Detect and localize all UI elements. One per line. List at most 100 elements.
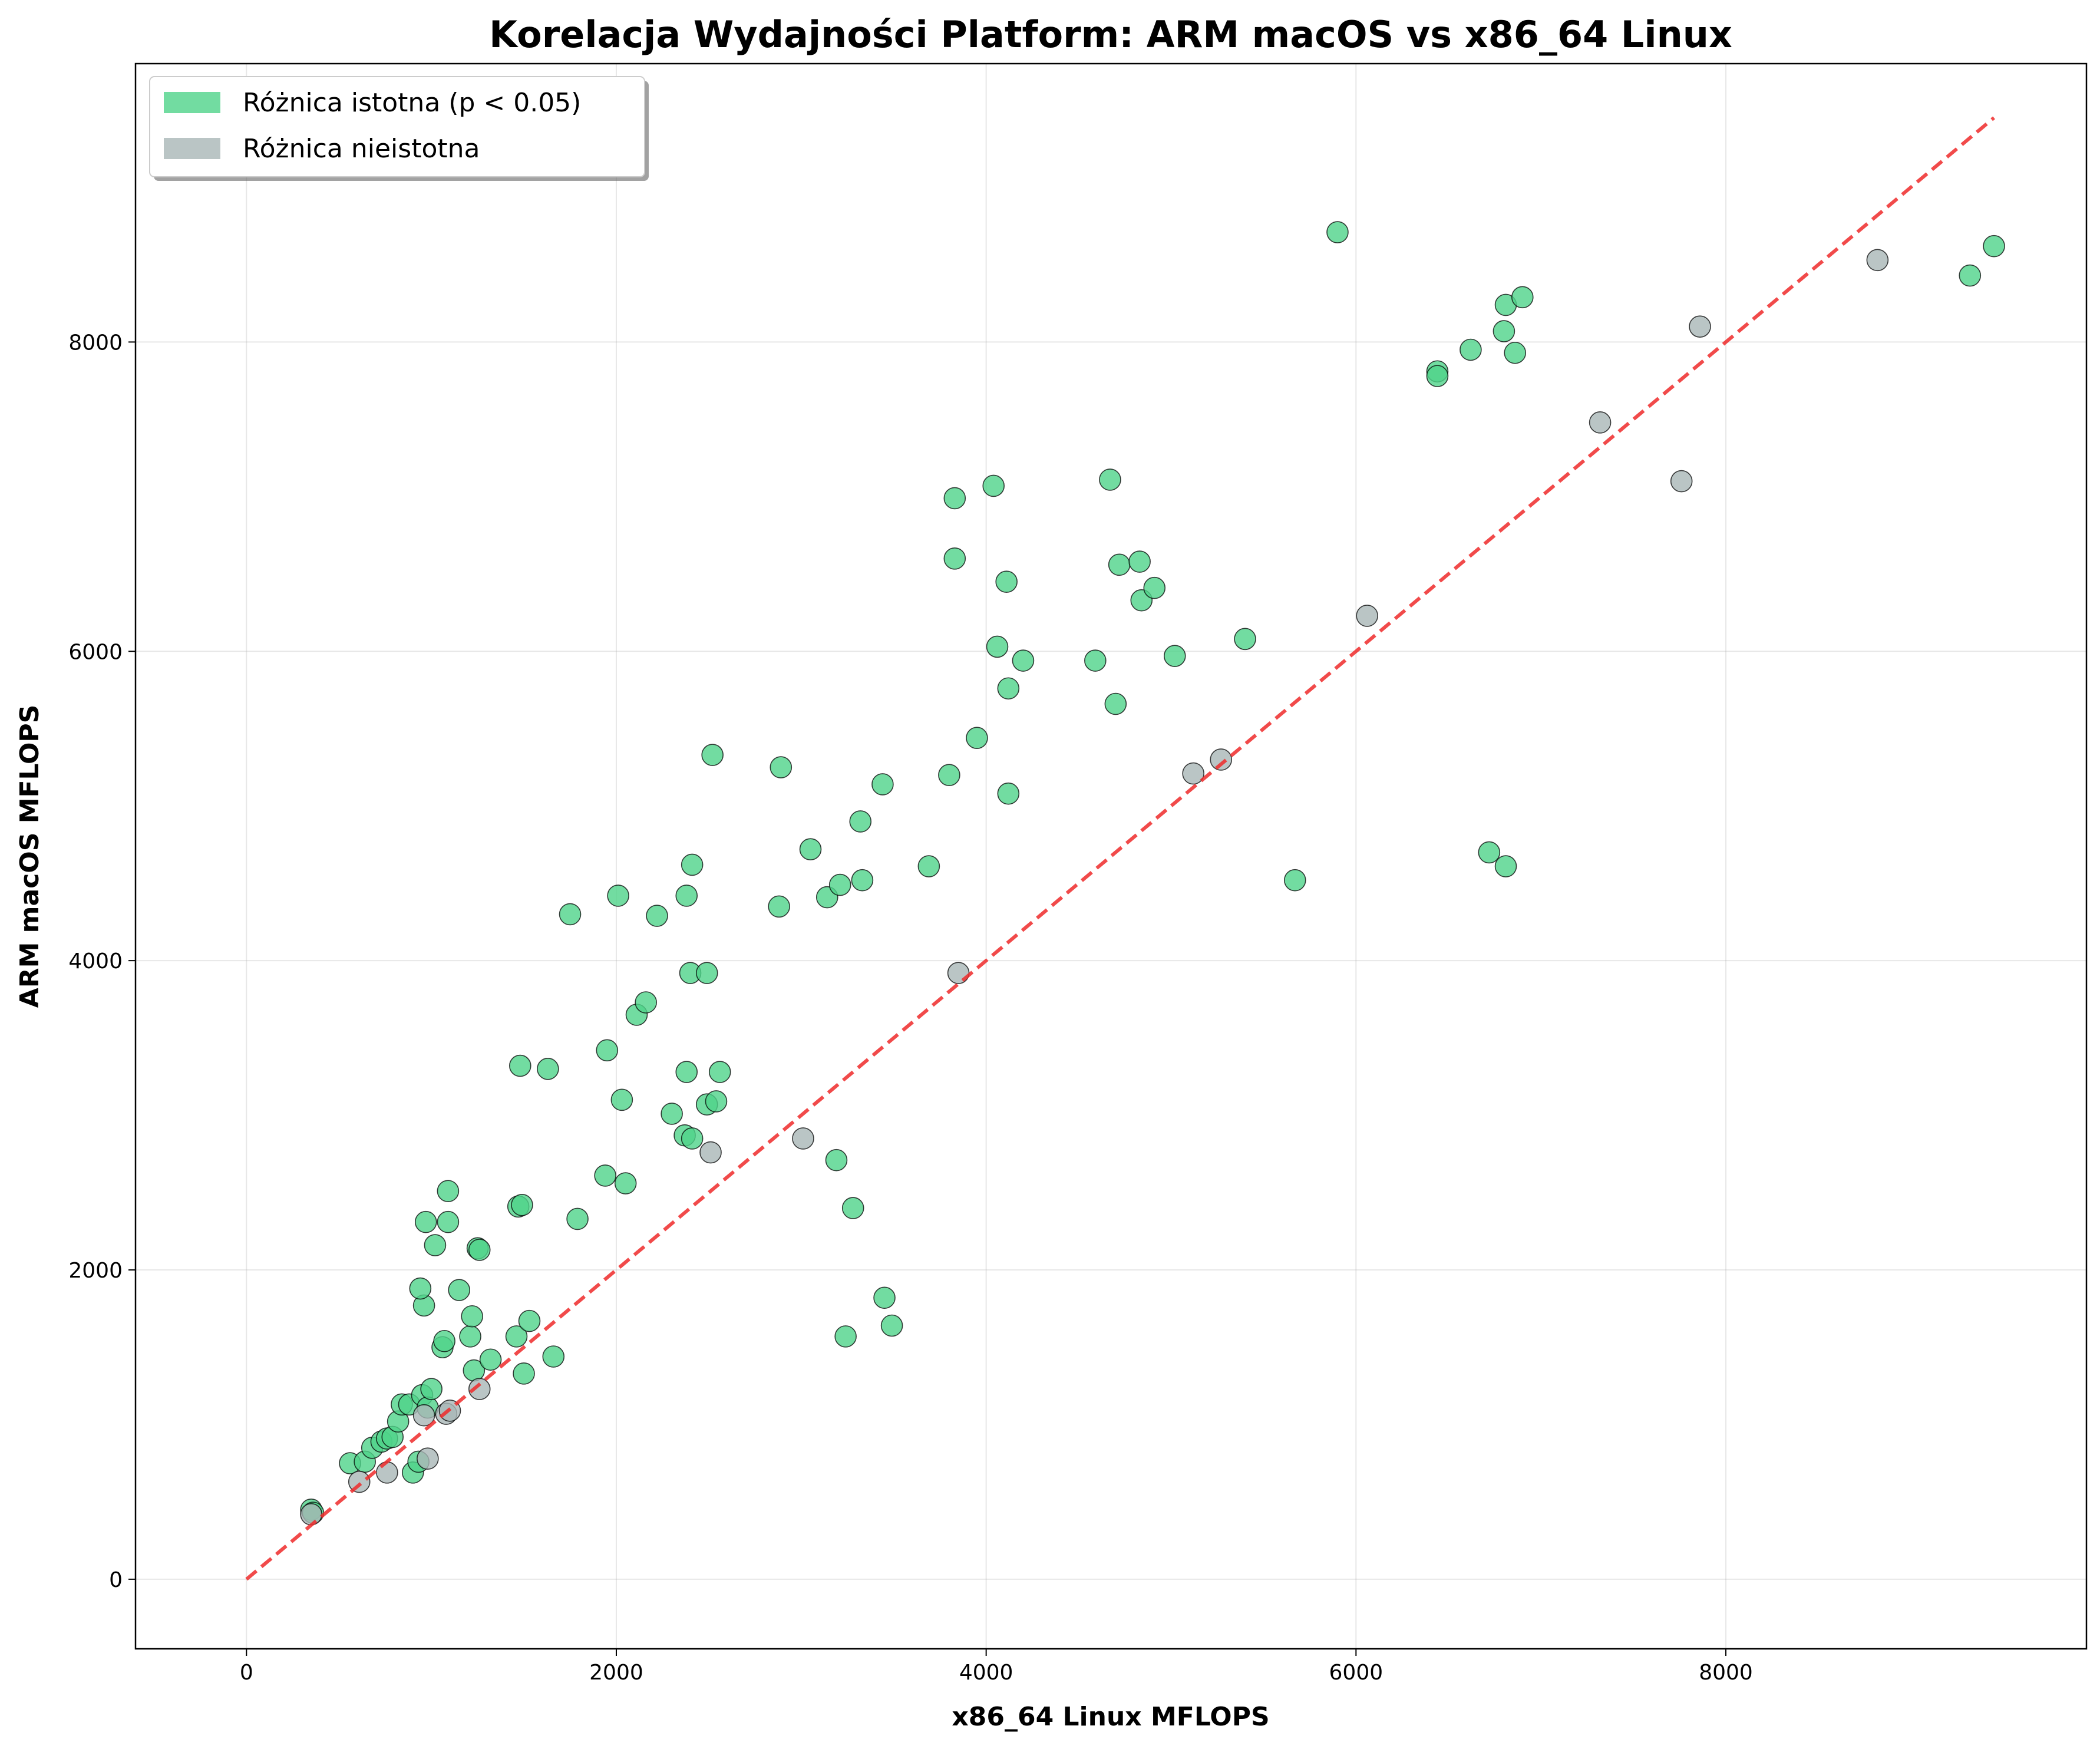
not-significant-point xyxy=(699,1141,722,1164)
significant-point xyxy=(880,1314,903,1337)
not-significant-point xyxy=(1356,605,1378,627)
significant-point xyxy=(1128,550,1151,573)
x-tick-label: 2000 xyxy=(589,1661,643,1685)
significant-point xyxy=(1234,628,1256,651)
not-significant-point xyxy=(412,1404,435,1427)
x-tick-label: 4000 xyxy=(959,1661,1013,1685)
legend-label-significant: Różnica istotna (p < 0.05) xyxy=(243,88,581,118)
significant-point xyxy=(1511,286,1534,309)
significant-point xyxy=(437,1180,460,1202)
significant-point xyxy=(675,885,698,907)
significant-point xyxy=(871,773,894,796)
not-significant-point xyxy=(1210,748,1233,771)
significant-point xyxy=(1012,649,1035,672)
significant-point xyxy=(986,635,1009,658)
significant-point xyxy=(841,1197,864,1219)
significant-point xyxy=(997,677,1020,700)
significant-point xyxy=(424,1234,447,1256)
significant-point xyxy=(681,1127,704,1150)
not-significant-point xyxy=(1182,762,1204,785)
significant-point xyxy=(695,962,718,984)
reference-diagonal-line xyxy=(245,116,1996,1581)
x-tick-label: 0 xyxy=(240,1661,253,1685)
significant-point xyxy=(768,895,790,918)
significant-point xyxy=(943,487,966,510)
significant-point xyxy=(681,853,704,876)
significant-point xyxy=(834,1325,857,1348)
significant-point xyxy=(1326,221,1349,243)
significant-point xyxy=(770,756,793,778)
y-tick-label: 4000 xyxy=(68,949,123,974)
significant-point xyxy=(1163,645,1186,667)
significant-point xyxy=(1099,468,1121,491)
significant-point xyxy=(1104,692,1127,715)
significant-point xyxy=(997,782,1020,805)
significant-point xyxy=(828,873,851,896)
not-significant-point xyxy=(1866,249,1889,272)
significant-point xyxy=(966,727,988,750)
significant-point xyxy=(437,1210,460,1233)
significant-point xyxy=(705,1090,728,1113)
significant-point xyxy=(1983,235,2005,258)
significant-point xyxy=(1494,855,1517,877)
significant-point xyxy=(566,1207,589,1230)
not-significant-point xyxy=(947,962,970,984)
significant-point xyxy=(614,1172,637,1194)
y-axis-label: ARM macOS MFLOPS xyxy=(15,705,45,1008)
not-significant-point xyxy=(468,1378,491,1400)
significant-point xyxy=(468,1239,491,1261)
significant-point xyxy=(1143,576,1166,599)
not-significant-point xyxy=(1689,315,1711,338)
y-tick-label: 2000 xyxy=(68,1259,123,1283)
significant-point xyxy=(1084,649,1107,672)
significant-point xyxy=(982,474,1005,497)
significant-point xyxy=(1460,338,1482,361)
significant-point xyxy=(825,1149,848,1172)
significant-point xyxy=(1959,264,1982,287)
legend-swatch-significant xyxy=(164,92,220,113)
significant-point xyxy=(943,547,966,570)
not-significant-point xyxy=(792,1127,814,1150)
significant-point xyxy=(799,838,822,860)
y-tick-label: 6000 xyxy=(68,640,123,664)
chart-title: Korelacja Wydajności Platform: ARM macOS… xyxy=(489,13,1732,56)
significant-point xyxy=(607,885,629,907)
axis-ticks: 0 2000 4000 6000 8000 0 2000 4000 6000 8000 xyxy=(68,331,1752,1685)
significant-point xyxy=(701,744,724,766)
not-significant-point xyxy=(1670,470,1693,493)
significant-point xyxy=(1283,869,1306,892)
significant-point xyxy=(420,1378,443,1400)
not-significant-point xyxy=(1589,411,1612,434)
significant-point xyxy=(635,991,657,1014)
gridlines xyxy=(136,64,2086,1649)
significant-point xyxy=(537,1058,559,1080)
y-tick-label: 8000 xyxy=(68,331,123,355)
significant-point xyxy=(661,1103,683,1125)
significant-point xyxy=(505,1325,528,1348)
legend-box xyxy=(149,76,645,177)
significant-point xyxy=(1493,320,1515,342)
significant-point xyxy=(509,1054,531,1077)
significant-point xyxy=(433,1329,455,1352)
legend-swatch-not-significant xyxy=(164,138,220,159)
legend-label-not-significant: Różnica nieistotna xyxy=(243,134,480,164)
significant-point xyxy=(513,1362,535,1385)
significant-point xyxy=(1426,365,1449,387)
significant-point xyxy=(1478,841,1501,864)
significant-point xyxy=(409,1277,432,1300)
significant-point xyxy=(873,1286,896,1309)
x-tick-label: 6000 xyxy=(1329,1661,1384,1685)
significant-point xyxy=(479,1348,502,1371)
significant-point xyxy=(610,1088,633,1111)
significant-point xyxy=(646,905,668,927)
significant-point xyxy=(1108,553,1131,576)
significant-point xyxy=(995,570,1018,593)
plot-frame xyxy=(134,62,2088,1650)
not-significant-point xyxy=(376,1461,398,1484)
significant-point xyxy=(938,764,960,787)
significant-point xyxy=(542,1345,565,1368)
not-significant-point xyxy=(417,1447,439,1470)
significant-point xyxy=(448,1279,471,1301)
